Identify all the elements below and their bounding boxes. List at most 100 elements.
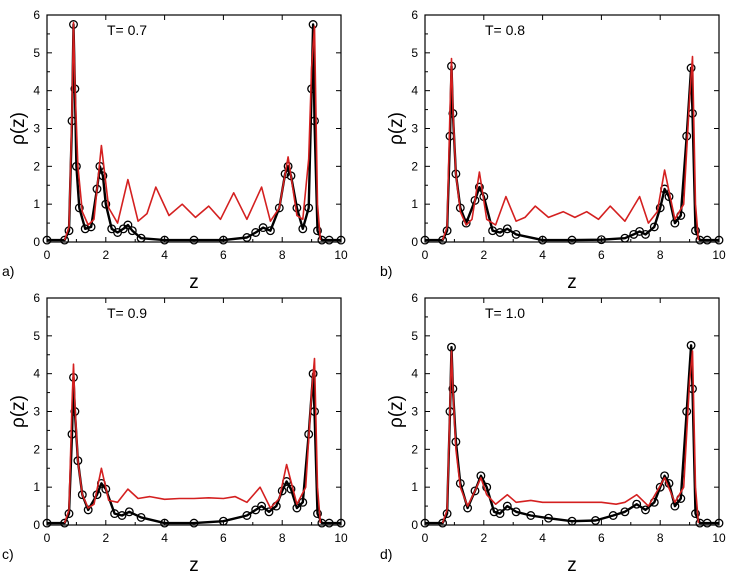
y-tick-label: 4 bbox=[33, 367, 40, 381]
data-point bbox=[298, 497, 308, 507]
x-axis-title: z bbox=[567, 272, 577, 293]
data-point bbox=[298, 224, 308, 234]
x-tick-label: 0 bbox=[44, 248, 51, 262]
data-point bbox=[313, 226, 322, 236]
data-point bbox=[304, 203, 314, 213]
x-tick-label: 0 bbox=[44, 531, 51, 545]
data-point bbox=[71, 161, 81, 171]
y-tick-label: 5 bbox=[411, 46, 418, 60]
data-point bbox=[641, 505, 650, 515]
y-tick-label: 0 bbox=[411, 235, 418, 249]
data-point bbox=[655, 482, 665, 492]
x-tick-label: 2 bbox=[102, 531, 109, 545]
data-point bbox=[242, 233, 252, 242]
data-point bbox=[495, 228, 505, 237]
data-point bbox=[117, 511, 127, 520]
data-point bbox=[461, 218, 471, 228]
data-point bbox=[74, 203, 84, 213]
panel-d: 0 2 4 6 8 10 0 1 2 3 4 5 6 z ρ(z) d) T= 1.0 bbox=[380, 291, 726, 576]
data-point bbox=[714, 235, 724, 245]
y-tick-label: 5 bbox=[33, 329, 40, 343]
data-point bbox=[538, 235, 548, 245]
data-point bbox=[495, 509, 505, 519]
data-point bbox=[474, 182, 484, 192]
data-point bbox=[691, 226, 700, 236]
x-tick-label: 0 bbox=[422, 248, 429, 262]
x-tick-label: 6 bbox=[598, 531, 605, 545]
data-point bbox=[438, 518, 448, 528]
data-point bbox=[257, 501, 267, 511]
data-point bbox=[438, 235, 448, 245]
y-tick-label: 3 bbox=[33, 122, 40, 136]
data-point bbox=[470, 486, 480, 496]
y-tick-label: 2 bbox=[411, 442, 418, 456]
black-series-line bbox=[425, 344, 719, 525]
y-tick-label: 2 bbox=[33, 159, 40, 173]
data-point bbox=[608, 511, 618, 520]
y-tick-label: 1 bbox=[411, 197, 418, 211]
x-tick-label: 2 bbox=[102, 248, 109, 262]
data-point bbox=[80, 224, 90, 234]
plot-frame bbox=[46, 297, 342, 526]
data-point bbox=[283, 161, 293, 171]
panel-letter: d) bbox=[380, 546, 392, 562]
data-point bbox=[591, 516, 600, 525]
data-point bbox=[567, 235, 577, 245]
data-point bbox=[502, 501, 512, 511]
x-axis-title: z bbox=[189, 555, 199, 576]
data-point bbox=[324, 235, 334, 245]
data-point bbox=[258, 223, 268, 233]
x-tick-label: 0 bbox=[422, 531, 429, 545]
y-tick-label: 4 bbox=[411, 84, 418, 98]
temperature-label: T= 0.9 bbox=[107, 305, 147, 321]
data-point bbox=[60, 235, 70, 245]
data-point bbox=[308, 20, 318, 29]
y-tick-label: 6 bbox=[411, 291, 418, 305]
y-tick-label: 4 bbox=[411, 367, 418, 381]
panel-letter: c) bbox=[2, 546, 14, 562]
y-tick-label: 6 bbox=[33, 291, 40, 305]
data-point bbox=[242, 511, 252, 520]
x-tick-label: 8 bbox=[279, 531, 286, 545]
x-tick-label: 2 bbox=[480, 531, 487, 545]
data-point bbox=[324, 518, 334, 528]
data-point bbox=[124, 507, 134, 517]
data-point bbox=[264, 507, 274, 517]
data-point bbox=[160, 518, 170, 528]
data-point bbox=[336, 518, 346, 528]
x-tick-label: 4 bbox=[161, 531, 168, 545]
data-point bbox=[620, 507, 630, 517]
data-point bbox=[265, 226, 275, 236]
data-point bbox=[420, 235, 430, 245]
y-tick-label: 6 bbox=[411, 8, 418, 22]
x-tick-label: 4 bbox=[161, 248, 168, 262]
y-axis-title: ρ(z) bbox=[386, 395, 407, 428]
x-tick-label: 10 bbox=[334, 531, 348, 545]
x-tick-label: 4 bbox=[539, 248, 546, 262]
y-axis-title: ρ(z) bbox=[8, 395, 29, 428]
data-point bbox=[42, 235, 52, 245]
data-point bbox=[714, 518, 724, 528]
plot-frame bbox=[424, 297, 720, 526]
data-point bbox=[189, 518, 199, 528]
y-tick-label: 2 bbox=[411, 159, 418, 173]
data-point bbox=[127, 226, 137, 236]
data-point bbox=[511, 229, 521, 239]
x-axis-title: z bbox=[189, 272, 199, 293]
x-tick-label: 4 bbox=[539, 531, 546, 545]
data-point bbox=[649, 222, 659, 232]
y-tick-label: 3 bbox=[411, 405, 418, 419]
data-point bbox=[526, 511, 536, 520]
data-point bbox=[682, 407, 692, 416]
data-point bbox=[136, 512, 146, 522]
x-tick-label: 8 bbox=[657, 531, 664, 545]
y-tick-label: 4 bbox=[33, 84, 40, 98]
y-tick-label: 2 bbox=[33, 442, 40, 456]
data-point bbox=[313, 509, 322, 519]
data-point bbox=[686, 340, 696, 350]
x-axis-title: z bbox=[567, 555, 577, 576]
panel-b: 0 2 4 6 8 10 0 1 2 3 4 5 6 z ρ(z) b) T= 0.8 bbox=[380, 8, 726, 293]
y-axis-title: ρ(z) bbox=[386, 112, 407, 145]
data-point bbox=[336, 235, 346, 245]
